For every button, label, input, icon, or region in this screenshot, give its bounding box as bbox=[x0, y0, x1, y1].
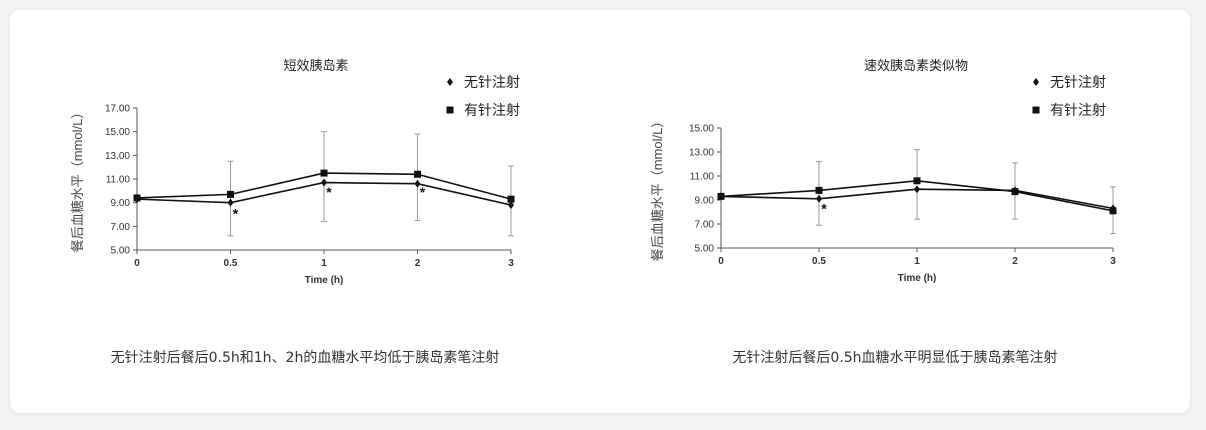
y-tick-label: 17.00 bbox=[105, 104, 130, 115]
legend-marker-diamond bbox=[1033, 78, 1039, 86]
x-tick-label: 2 bbox=[415, 258, 421, 269]
data-point-diamond bbox=[508, 201, 514, 210]
x-tick-label: 1 bbox=[914, 256, 920, 267]
significance-marker: * bbox=[326, 184, 332, 200]
y-tick-label: 11.00 bbox=[106, 175, 131, 186]
y-tick-label: 5.00 bbox=[695, 244, 715, 255]
legend-label: 无针注射 bbox=[464, 74, 520, 90]
data-point-square bbox=[227, 190, 234, 198]
y-tick-label: 13.00 bbox=[105, 151, 130, 162]
legend-marker-square bbox=[446, 106, 454, 114]
y-tick-label: 5.00 bbox=[111, 246, 131, 257]
legend-label: 有针注射 bbox=[464, 102, 520, 118]
legend-label: 有针注射 bbox=[1050, 102, 1106, 118]
data-point-square bbox=[815, 186, 823, 194]
y-tick-label: 15.00 bbox=[105, 127, 130, 138]
x-axis-label: Time (h) bbox=[898, 273, 937, 284]
data-point-diamond bbox=[321, 178, 327, 187]
significance-marker: * bbox=[233, 206, 239, 222]
x-tick-label: 0.5 bbox=[812, 256, 826, 267]
y-axis-label: 餐后血糖水平（mmol/L） bbox=[70, 106, 85, 253]
chart-caption: 无针注射后餐后0.5h血糖水平明显低于胰岛素笔注射 bbox=[732, 350, 1058, 366]
legend-marker-diamond bbox=[447, 78, 453, 86]
data-point-diamond bbox=[414, 179, 421, 188]
significance-marker: * bbox=[420, 184, 426, 200]
data-point-square bbox=[717, 192, 725, 200]
chart-caption: 无针注射后餐后0.5h和1h、2h的血糖水平均低于胰岛素笔注射 bbox=[110, 350, 500, 366]
card: 短效胰岛素餐后血糖水平（mmol/L） 5.00 7.00 9.00 11.00 13.0… bbox=[10, 10, 1190, 413]
x-tick-label: 0 bbox=[134, 258, 140, 269]
chart-short-acting: 短效胰岛素餐后血糖水平（mmol/L） 5.00 7.00 9.00 11.00 13.0… bbox=[10, 10, 600, 413]
data-point-diamond bbox=[227, 198, 234, 207]
y-tick-label: 9.00 bbox=[111, 198, 131, 209]
data-point-square bbox=[133, 194, 141, 202]
x-tick-label: 1 bbox=[321, 258, 327, 269]
y-tick-label: 9.00 bbox=[695, 196, 715, 207]
y-tick-label: 13.00 bbox=[689, 148, 714, 159]
data-point-square bbox=[414, 170, 421, 178]
legend-label: 无针注射 bbox=[1050, 74, 1106, 90]
legend-marker-square bbox=[1032, 106, 1040, 114]
y-tick-label: 15.00 bbox=[689, 124, 714, 135]
data-point-diamond bbox=[914, 185, 920, 194]
data-point-square bbox=[320, 169, 328, 177]
chart-rapid-acting: 速效胰岛素类似物餐后血糖水平（mmol/L） 5.00 7.00 9.00 11.00 1… bbox=[600, 10, 1190, 413]
x-tick-label: 3 bbox=[1110, 256, 1116, 267]
data-point-diamond bbox=[816, 194, 822, 203]
significance-marker: * bbox=[821, 201, 827, 217]
data-point-square bbox=[1109, 207, 1117, 215]
data-point-square bbox=[1011, 188, 1019, 196]
x-tick-label: 3 bbox=[508, 258, 514, 269]
data-point-square bbox=[913, 177, 921, 185]
chart-title: 短效胰岛素 bbox=[283, 58, 348, 73]
data-point-square bbox=[507, 195, 515, 203]
x-axis-label: Time (h) bbox=[305, 275, 344, 286]
y-tick-label: 11.00 bbox=[690, 172, 715, 183]
chart-title: 速效胰岛素类似物 bbox=[864, 58, 968, 73]
y-axis-label: 餐后血糖水平（mmol/L） bbox=[650, 115, 665, 262]
x-tick-label: 0 bbox=[718, 256, 724, 267]
x-tick-label: 0.5 bbox=[224, 258, 238, 269]
y-tick-label: 7.00 bbox=[111, 222, 131, 233]
y-tick-label: 7.00 bbox=[695, 220, 715, 231]
x-tick-label: 2 bbox=[1012, 256, 1018, 267]
